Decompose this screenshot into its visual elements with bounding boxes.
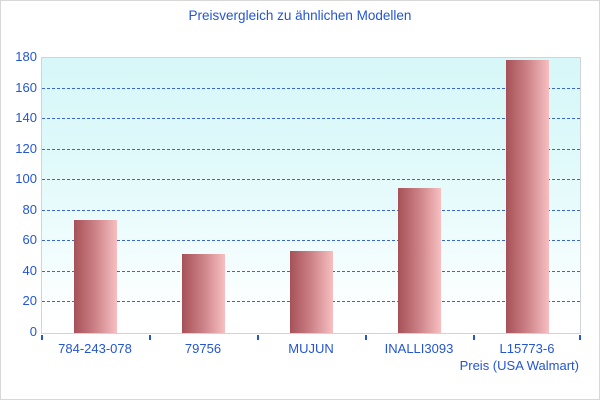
chart-title: Preisvergleich zu ähnlichen Modellen [188,8,412,23]
y-tick-label-20: 20 [22,293,37,309]
plot-area [41,57,581,334]
x-tick-2 [257,335,259,340]
gridline-140 [42,118,580,120]
bar-MUJUN [289,250,333,333]
gridline-120 [42,148,580,150]
x-category-label-79756: 79756 [184,341,222,356]
gridline-60 [42,240,580,242]
x-category-label-MUJUN: MUJUN [288,341,334,356]
x-category-label-L15773-6: L15773-6 [499,341,555,356]
bar-784-243-078 [73,219,117,333]
y-tick-label-0: 0 [29,324,37,339]
x-tick-4 [473,335,475,340]
bar-79756 [181,253,225,333]
x-tick-0 [41,335,43,340]
gridline-100 [42,179,580,181]
x-tick-3 [365,335,367,340]
x-tick-5 [579,335,581,340]
y-tick-label-100: 100 [15,171,37,187]
gridline-160 [42,87,580,89]
y-tick-label-160: 160 [15,79,37,95]
gridline-80 [42,209,580,211]
y-tick-label-140: 140 [15,110,37,126]
x-category-label-784-243-078: 784-243-078 [58,341,132,356]
y-tick-label-40: 40 [22,262,37,278]
y-tick-label-60: 60 [22,232,37,248]
y-tick-label-80: 80 [22,201,37,217]
y-tick-label-180: 180 [15,49,37,64]
x-category-label-INALLI3093: INALLI3093 [384,341,454,356]
y-tick-label-120: 120 [15,140,37,156]
bar-L15773-6 [505,59,549,333]
bar-INALLI3093 [397,187,441,333]
x-tick-1 [149,335,151,340]
x-axis-title: Preis (USA Walmart) [459,358,579,373]
